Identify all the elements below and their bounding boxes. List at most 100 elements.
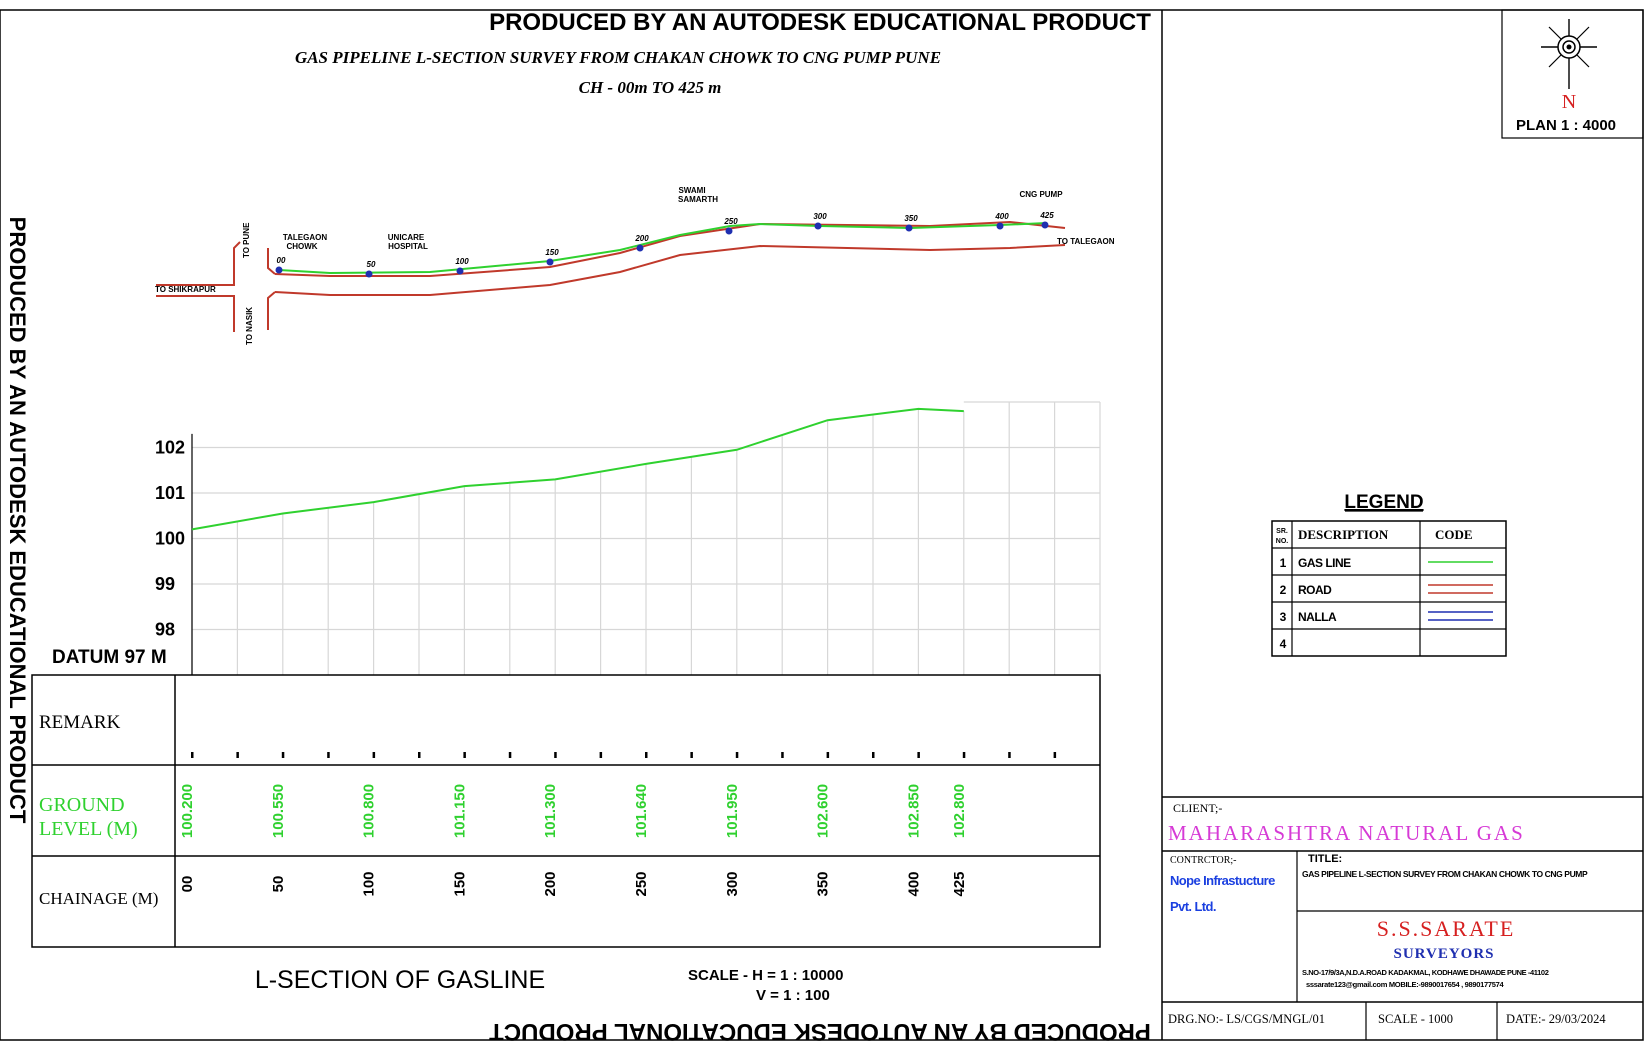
chainage-value: 300 xyxy=(724,871,741,896)
title-date: DATE:- 29/03/2024 xyxy=(1506,1012,1606,1026)
label-talegaon-chowk-1: TALEGAON xyxy=(283,233,328,242)
profile-y-tick-label: 101 xyxy=(155,483,185,503)
ground-level-value: 102.600 xyxy=(815,784,832,838)
label-swami-2: SAMARTH xyxy=(678,195,718,204)
remark-label: REMARK xyxy=(39,712,121,733)
plan-chainage-label: 425 xyxy=(1039,211,1054,220)
drawing-title: GAS PIPELINE L-SECTION SURVEY FROM CHAKA… xyxy=(295,48,941,67)
title-text: GAS PIPELINE L-SECTION SURVEY FROM CHAKA… xyxy=(1302,869,1588,879)
plan-chainage-label: 350 xyxy=(904,214,918,223)
label-to-shikrapur: TO SHIKRAPUR xyxy=(155,285,216,294)
drawing-subtitle: CH - 00m TO 425 m xyxy=(579,78,722,97)
chainage-value: 200 xyxy=(542,871,559,896)
plan-chainage-label: 400 xyxy=(994,212,1009,221)
profile-y-tick-label: 102 xyxy=(155,438,185,458)
legend-row-number: 1 xyxy=(1280,556,1287,570)
chainage-value: 425 xyxy=(951,871,968,896)
drg-no: DRG.NO:- LS/CGS/MNGL/01 xyxy=(1168,1012,1325,1026)
plan-chainage-dot xyxy=(905,224,913,232)
plan-chainage-dot xyxy=(365,270,373,278)
surveyor-sub: SURVEYORS xyxy=(1394,946,1495,962)
legend-row-number: 3 xyxy=(1280,610,1287,624)
north-box xyxy=(1501,9,1644,139)
ground-level-value: 101.950 xyxy=(724,784,741,838)
plan-chainage-dot xyxy=(275,266,283,274)
title-block: CLIENT;- MAHARASHTRA NATURAL GAS CONTRCT… xyxy=(1162,796,1643,1040)
table-values: 100.200 00 100.550 50 100.800 100 101.150 150 10… xyxy=(179,752,1057,897)
remark-tick xyxy=(690,752,693,758)
ground-level-value: 101.150 xyxy=(451,784,468,838)
plan-chainage-label: 50 xyxy=(367,260,376,269)
chainage-value: 350 xyxy=(815,871,832,896)
remark-tick xyxy=(191,752,194,758)
ground-level-value: 101.640 xyxy=(633,784,650,838)
legend: LEGEND SR. NO. DESCRIPTION CODE 1 GAS LIN… xyxy=(1271,492,1507,657)
chainage-value: 400 xyxy=(905,871,922,896)
road-cross-right-lower xyxy=(267,291,276,330)
ground-label-1: GROUND xyxy=(39,794,125,816)
plan-view: 00 50 100 150 200 250 300 350 400 425 TO PUNE TO … xyxy=(155,186,1115,345)
remark-tick xyxy=(599,752,603,758)
ground-level-value: 101.300 xyxy=(542,784,559,838)
label-swami-1: SWAMI xyxy=(678,186,705,195)
ground-level-value: 102.800 xyxy=(951,784,968,838)
label-unicare-1: UNICARE xyxy=(388,233,425,242)
remark-tick xyxy=(917,752,920,758)
road-cross-right-upper xyxy=(267,248,276,275)
ground-level-value: 102.850 xyxy=(905,784,922,838)
gas-line-plan xyxy=(278,222,1048,275)
legend-srno-2: NO. xyxy=(1276,538,1289,545)
north-label: N xyxy=(1562,91,1576,113)
lsection-title: L-SECTION OF GASLINE xyxy=(255,966,545,994)
road-cross-upper xyxy=(156,241,241,286)
road-upper-edge xyxy=(274,220,1066,277)
label-cng-pump: CNG PUMP xyxy=(1019,190,1063,199)
sheet-border xyxy=(0,9,1644,1041)
legend-row-number: 4 xyxy=(1280,637,1287,651)
ground-level-value: 100.200 xyxy=(179,784,196,838)
remark-tick xyxy=(508,752,512,758)
legend-row-description: NALLA xyxy=(1298,610,1337,624)
contractor-label: CONTRCTOR;- xyxy=(1170,855,1237,866)
label-to-pune: TO PUNE xyxy=(242,222,251,258)
data-table: REMARK GROUND LEVEL (M) CHAINAGE (M) 100… xyxy=(31,674,1101,948)
legend-row-description: GAS LINE xyxy=(1298,556,1351,570)
legend-row-description: ROAD xyxy=(1298,583,1332,597)
title-scale: SCALE - 1000 xyxy=(1378,1012,1453,1026)
plan-chainage-dots: 00 50 100 150 200 250 300 350 400 425 xyxy=(275,211,1054,278)
plan-chainage-dot xyxy=(456,267,464,275)
label-talegaon-chowk-2: CHOWK xyxy=(286,242,317,251)
remark-tick xyxy=(463,752,466,758)
ground-level-value: 100.550 xyxy=(270,784,287,838)
plan-scale: PLAN 1 : 4000 xyxy=(1516,117,1616,134)
remark-tick xyxy=(872,752,875,758)
profile-y-tick-label: 98 xyxy=(155,620,175,640)
watermark-left: PRODUCED BY AN AUTODESK EDUCATIONAL PROD… xyxy=(5,217,30,824)
chainage-value: 00 xyxy=(179,876,196,893)
legend-code-header: CODE xyxy=(1435,527,1473,542)
profile-chart: 102 101 100 99 98 xyxy=(155,401,1101,675)
plan-chainage-label: 00 xyxy=(277,256,286,265)
datum-label: DATUM 97 M xyxy=(52,647,167,668)
remark-tick xyxy=(826,752,830,758)
watermark-top: PRODUCED BY AN AUTODESK EDUCATIONAL PROD… xyxy=(489,9,1151,36)
surveyor-address: S.NO-17/9/3A,N.D.A.ROAD KADAKMAL, KODHAW… xyxy=(1302,968,1549,977)
title-label: TITLE: xyxy=(1308,853,1342,865)
client-name: MAHARASHTRA NATURAL GAS xyxy=(1168,821,1525,845)
remark-tick xyxy=(418,752,421,758)
label-unicare-2: HOSPITAL xyxy=(388,242,428,251)
surveyor-name: S.S.SARATE xyxy=(1377,916,1516,941)
ground-level-value: 100.800 xyxy=(361,784,378,838)
scale-h: SCALE - H = 1 : 10000 xyxy=(688,967,843,984)
legend-title: LEGEND xyxy=(1344,492,1423,513)
remark-tick xyxy=(281,752,285,758)
legend-srno-1: SR. xyxy=(1276,528,1288,535)
chainage-value: 50 xyxy=(270,876,287,893)
remark-tick xyxy=(1053,752,1057,758)
plan-chainage-dot xyxy=(546,258,554,266)
remark-tick xyxy=(1008,752,1011,758)
plan-chainage-dot xyxy=(636,244,644,252)
plan-chainage-label: 300 xyxy=(813,212,827,221)
plan-chainage-label: 100 xyxy=(455,257,469,266)
plan-chainage-dot xyxy=(725,227,733,235)
